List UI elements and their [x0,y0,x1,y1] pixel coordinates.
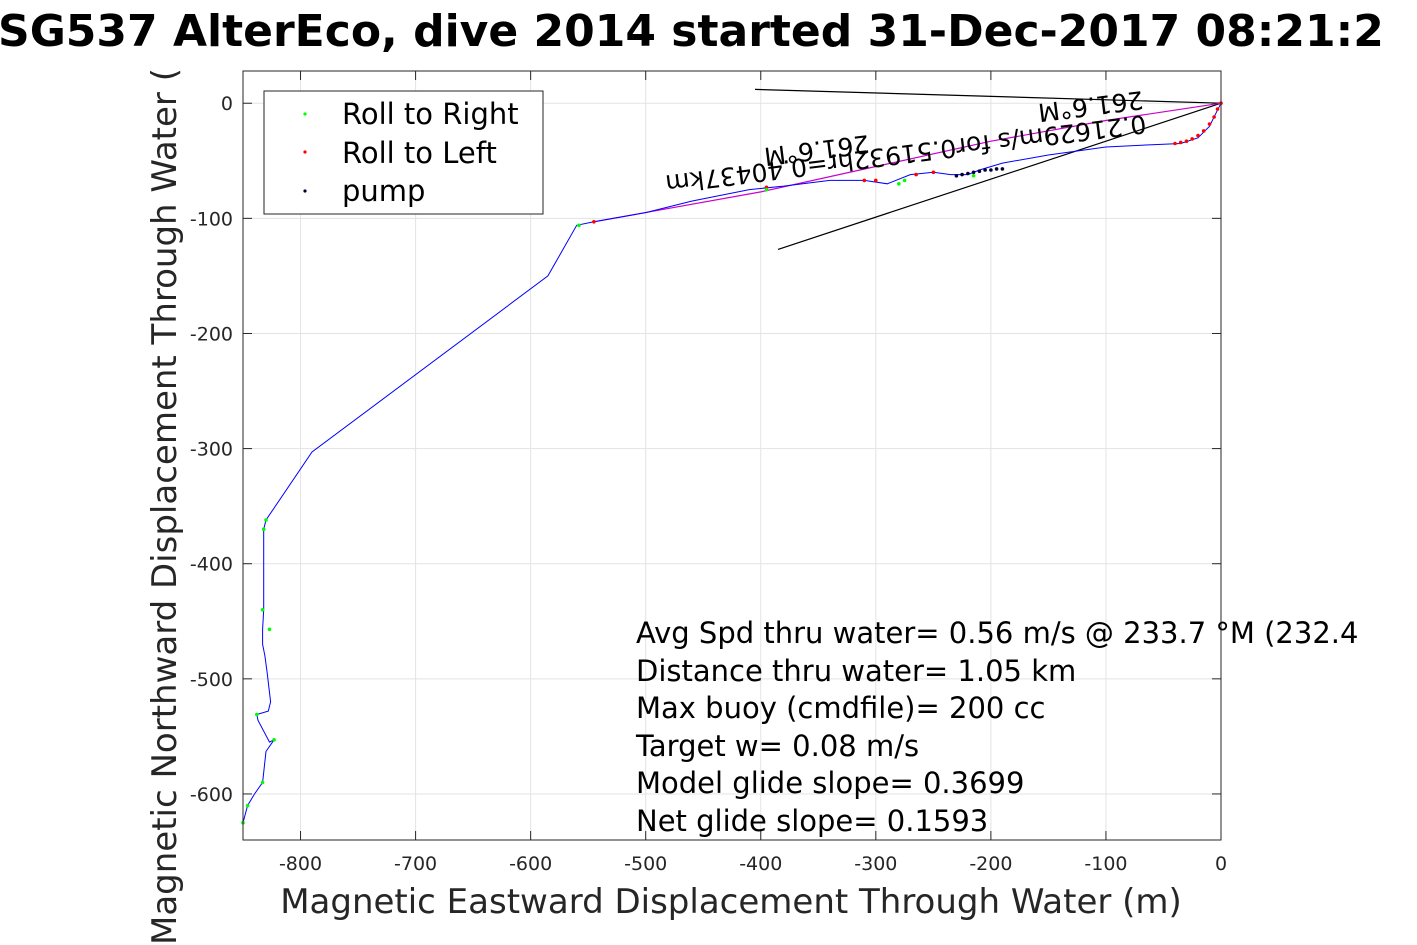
pump-point [989,168,993,172]
roll-left-point [1178,140,1183,145]
stat-net-glide: Net glide slope= 0.1593 [636,804,988,838]
roll-right-point [764,187,769,192]
y-tick-label: 0 [221,93,233,115]
y-axis-label: Magnetic Northward Displacement Through … [145,68,185,945]
x-tick-label: -700 [394,853,437,875]
pump-point [983,168,987,172]
roll-left-point [874,178,878,183]
roll-left-point [1212,115,1216,119]
roll-right-point [254,712,259,717]
x-tick-label: -300 [854,853,897,875]
roll-right-point [272,738,276,742]
legend-label-pump: pump [342,174,425,208]
roll-right-point [260,780,265,785]
stat-model-glide: Model glide slope= 0.3699 [636,766,1024,800]
y-tick-label: -200 [190,323,233,345]
roll-left-point [1215,107,1220,111]
legend-box [263,90,544,215]
grid [243,71,1222,840]
x-tick-label: -400 [739,853,782,875]
direction-line [754,88,1222,104]
roll-right-point [267,627,272,632]
x-tick-label: -600 [509,853,552,875]
chart-title: SG537 AlterEco, dive 2014 started 31-Dec… [0,6,1384,57]
ticks: -800 -700 -600 -500 -400 -300 -200 -100 0 0 -100 -2… [190,71,1227,875]
pump-point [1000,167,1005,171]
roll-left-point [1196,133,1200,138]
stat-target-w: Target w= 0.08 m/s [635,729,919,763]
pump-point [971,170,976,175]
roll-left-point [914,172,918,177]
y-tick-label: -500 [190,669,233,691]
x-tick-label: 0 [1215,853,1227,875]
direction-line [777,102,1222,250]
roll-left-point [862,178,867,183]
stat-avg-speed: Avg Spd thru water= 0.56 m/s @ 233.7 °M … [636,616,1358,650]
pump-point [966,171,970,176]
roll-right-point [264,518,268,522]
pump-point [977,169,982,173]
pump-point [954,174,959,178]
legend-marker-roll-left [303,150,307,154]
roll-right-point [971,174,976,178]
roll-left-point [1201,129,1206,133]
x-tick-label: -200 [969,853,1012,875]
legend-label-roll-left: Roll to Left [342,136,497,170]
plot-frame [242,70,1222,841]
y-tick-label: -600 [190,784,233,806]
y-tick-label: -300 [190,439,233,461]
x-tick-label: -100 [1084,853,1127,875]
roll-right-point [261,527,266,531]
surface-track-line [593,102,1222,223]
legend-label-roll-right: Roll to Right [342,97,519,131]
roll-left-point [1173,141,1177,146]
y-tick-label: -400 [190,554,233,576]
roll-right-point [897,182,901,186]
roll-right-point [577,223,581,228]
x-tick-label: -800 [279,853,322,875]
legend-marker-pump [303,189,307,193]
roll-left-point [1190,137,1194,141]
roll-left-point [1184,139,1189,143]
stat-max-buoy: Max buoy (cmdfile)= 200 cc [636,691,1045,725]
x-axis-label: Magnetic Eastward Displacement Through W… [280,882,1182,922]
y-tick-label: -100 [190,208,233,230]
x-tick-label: -500 [624,853,667,875]
roll-left-point [592,220,596,224]
pump-point [994,167,999,171]
legend: Roll to Right Roll to Left pump [263,90,544,215]
roll-left-point [1207,122,1212,126]
pump-point [960,172,964,177]
plot-marks [241,88,1223,825]
roll-right-point [260,608,265,612]
legend-marker-roll-right [303,112,307,116]
roll-left-point [931,170,936,175]
roll-right-point [245,803,250,808]
stats-block: Avg Spd thru water= 0.56 m/s @ 233.7 °M … [635,616,1358,838]
roll-right-point [902,178,907,183]
stat-distance: Distance thru water= 1.05 km [636,654,1076,688]
